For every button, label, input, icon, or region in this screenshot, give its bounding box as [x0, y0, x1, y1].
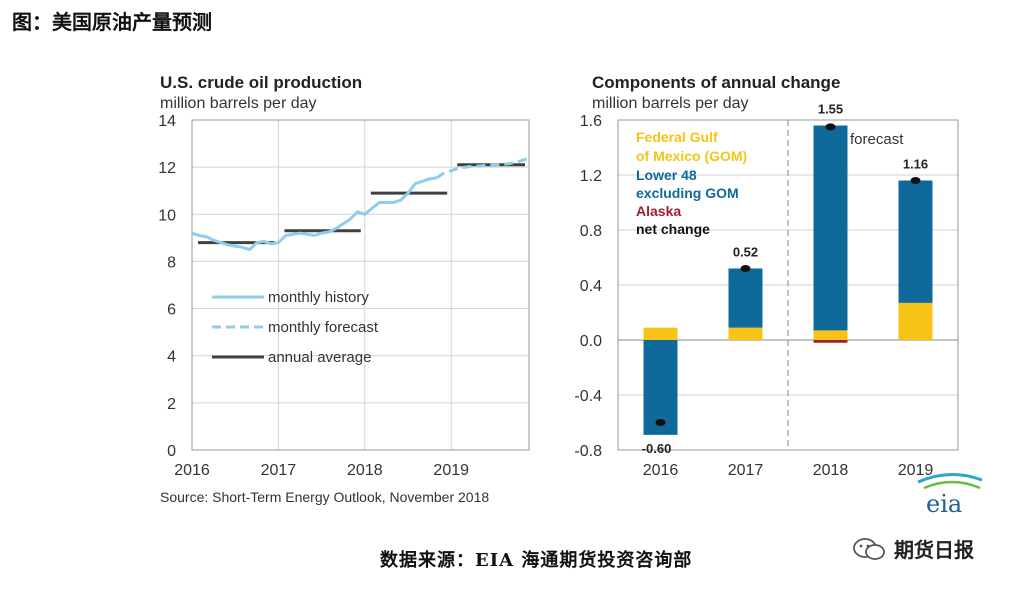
left-x-tick-2019: 2019: [433, 462, 469, 479]
net-change-label-2016: -0.60: [642, 441, 672, 456]
eia-logo-arc-icon: [917, 472, 983, 484]
right-y-tick-1.2: 1.2: [580, 168, 602, 185]
monthly-forecast-line: [435, 156, 531, 180]
watermark-text: 期货日报: [894, 538, 974, 562]
right-y-tick-1.6: 1.6: [580, 113, 602, 130]
right-y-tick-0.4: 0.4: [580, 278, 602, 295]
left-y-tick-2: 2: [167, 396, 176, 413]
annual-average-series: [198, 163, 525, 245]
net-change-marker-2019: [910, 177, 921, 184]
left-x-tick-2016: 2016: [174, 462, 210, 479]
stacked-bars: [643, 125, 933, 435]
legend-l48-line1: Lower 48: [636, 167, 697, 183]
legend-label-forecast: monthly forecast: [268, 319, 379, 336]
eia-logo-arc-green-icon: [923, 480, 981, 490]
net-change-marker-2017: [740, 265, 751, 272]
left-y-tick-8: 8: [167, 254, 176, 271]
legend-gom-line2: of Mexico (GOM): [636, 148, 747, 164]
right-y-tick--0.4: -0.4: [574, 388, 602, 405]
right-x-ticks: 2016 2017 2018 2019: [643, 462, 934, 479]
left-y-tick-12: 12: [158, 160, 176, 177]
right-y-tick-0.8: 0.8: [580, 223, 602, 240]
net-change-label-2018: 1.55: [818, 102, 843, 117]
left-x-ticks: 2016 2017 2018 2019: [174, 462, 469, 479]
legend-net-change: net change: [636, 221, 710, 237]
eia-logo: eia: [917, 472, 983, 518]
watermark: 期货日报: [852, 534, 974, 563]
legend-label-average: annual average: [268, 349, 371, 366]
bar-2016-series-0: [643, 327, 678, 340]
net-change-marker-2016: [655, 419, 666, 426]
right-x-tick-2017: 2017: [728, 462, 764, 479]
bar-2019-series-1: [898, 180, 933, 303]
monthly-history-line: [191, 176, 438, 252]
bar-2018-series-2: [813, 340, 848, 343]
right-x-tick-2018: 2018: [813, 462, 849, 479]
legend-alaska: Alaska: [636, 203, 681, 219]
net-change-label-2017: 0.52: [733, 245, 758, 260]
right-chart-title: Components of annual change: [592, 73, 840, 92]
right-x-tick-2019: 2019: [898, 462, 934, 479]
left-y-tick-0: 0: [167, 443, 176, 460]
bar-2018-series-0: [813, 330, 848, 340]
right-y-ticks: 1.6 1.2 0.8 0.4 0.0 -0.4 -0.8: [574, 113, 602, 460]
figure-heading: 图：美国原油产量预测: [12, 10, 212, 34]
net-change-marker-2018: [825, 123, 836, 131]
left-chart-title: U.S. crude oil production: [160, 73, 362, 92]
legend-gom-line1: Federal Gulf: [636, 129, 718, 145]
forecast-label: forecast: [850, 131, 904, 148]
left-chart-subtitle: million barrels per day: [160, 95, 317, 112]
left-y-tick-4: 4: [167, 349, 176, 366]
wechat-icon: [853, 537, 885, 560]
eia-logo-text: eia: [926, 490, 962, 518]
right-y-tick--0.8: -0.8: [574, 443, 602, 460]
source-note: Source: Short-Term Energy Outlook, Novem…: [160, 489, 489, 505]
left-y-ticks: 0 2 4 6 8 10 12 14: [158, 113, 176, 460]
bar-2018-series-1: [813, 125, 848, 331]
net-change-labels: -0.60 0.52 1.55 1.16: [642, 102, 928, 456]
left-plot-frame: [191, 119, 530, 451]
bar-2019-series-0: [898, 302, 933, 340]
left-y-tick-14: 14: [158, 113, 176, 130]
right-y-tick-0.0: 0.0: [580, 333, 602, 350]
bar-2017-series-0: [728, 327, 763, 340]
net-change-label-2019: 1.16: [903, 157, 928, 172]
net-change-markers: [655, 123, 921, 426]
bar-2017-series-1: [728, 268, 763, 328]
left-x-tick-2017: 2017: [261, 462, 297, 479]
source-note-cn: 数据来源：EIA 海通期货投资咨询部: [380, 550, 693, 571]
left-y-tick-6: 6: [167, 302, 176, 319]
right-x-tick-2016: 2016: [643, 462, 679, 479]
left-y-tick-10: 10: [158, 207, 176, 224]
left-gridlines: [192, 119, 529, 451]
left-x-tick-2018: 2018: [347, 462, 383, 479]
legend-label-history: monthly history: [268, 289, 369, 306]
right-chart-subtitle: million barrels per day: [592, 95, 749, 112]
legend-l48-line2: excluding GOM: [636, 185, 739, 201]
